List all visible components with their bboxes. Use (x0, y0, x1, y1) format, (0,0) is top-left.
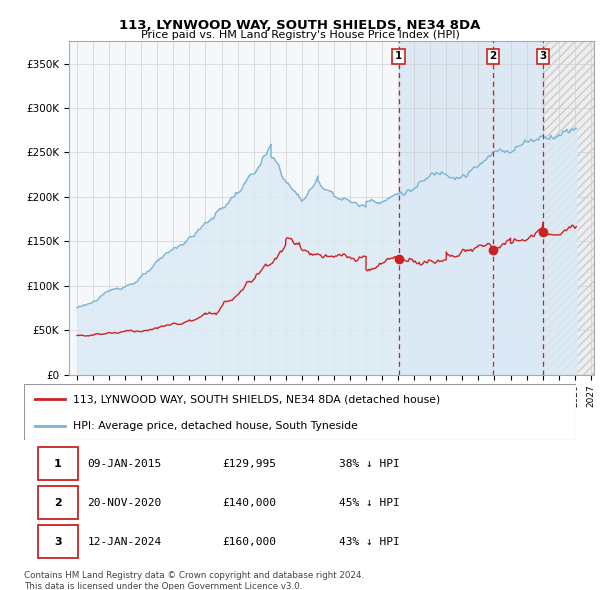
Text: 1: 1 (54, 459, 62, 468)
Text: HPI: Average price, detached house, South Tyneside: HPI: Average price, detached house, Sout… (73, 421, 358, 431)
Text: 43% ↓ HPI: 43% ↓ HPI (338, 537, 400, 546)
Text: 2: 2 (489, 51, 496, 61)
FancyBboxPatch shape (38, 486, 77, 519)
Text: 113, LYNWOOD WAY, SOUTH SHIELDS, NE34 8DA: 113, LYNWOOD WAY, SOUTH SHIELDS, NE34 8D… (119, 19, 481, 32)
Text: £160,000: £160,000 (223, 537, 277, 546)
Text: 113, LYNWOOD WAY, SOUTH SHIELDS, NE34 8DA (detached house): 113, LYNWOOD WAY, SOUTH SHIELDS, NE34 8D… (73, 394, 440, 404)
Text: 20-NOV-2020: 20-NOV-2020 (88, 498, 162, 507)
Text: 12-JAN-2024: 12-JAN-2024 (88, 537, 162, 546)
Bar (543, 41, 594, 375)
FancyBboxPatch shape (38, 447, 77, 480)
Text: Price paid vs. HM Land Registry's House Price Index (HPI): Price paid vs. HM Land Registry's House … (140, 30, 460, 40)
Text: Contains HM Land Registry data © Crown copyright and database right 2024.
This d: Contains HM Land Registry data © Crown c… (24, 571, 364, 590)
Text: 2: 2 (54, 498, 62, 507)
Text: 3: 3 (54, 537, 61, 546)
Bar (398, 41, 543, 375)
Text: £129,995: £129,995 (223, 459, 277, 468)
Text: 09-JAN-2015: 09-JAN-2015 (88, 459, 162, 468)
Text: 3: 3 (539, 51, 547, 61)
FancyBboxPatch shape (38, 525, 77, 558)
Text: 38% ↓ HPI: 38% ↓ HPI (338, 459, 400, 468)
Text: £140,000: £140,000 (223, 498, 277, 507)
Bar (543, 41, 594, 375)
Text: 45% ↓ HPI: 45% ↓ HPI (338, 498, 400, 507)
Text: 1: 1 (395, 51, 402, 61)
